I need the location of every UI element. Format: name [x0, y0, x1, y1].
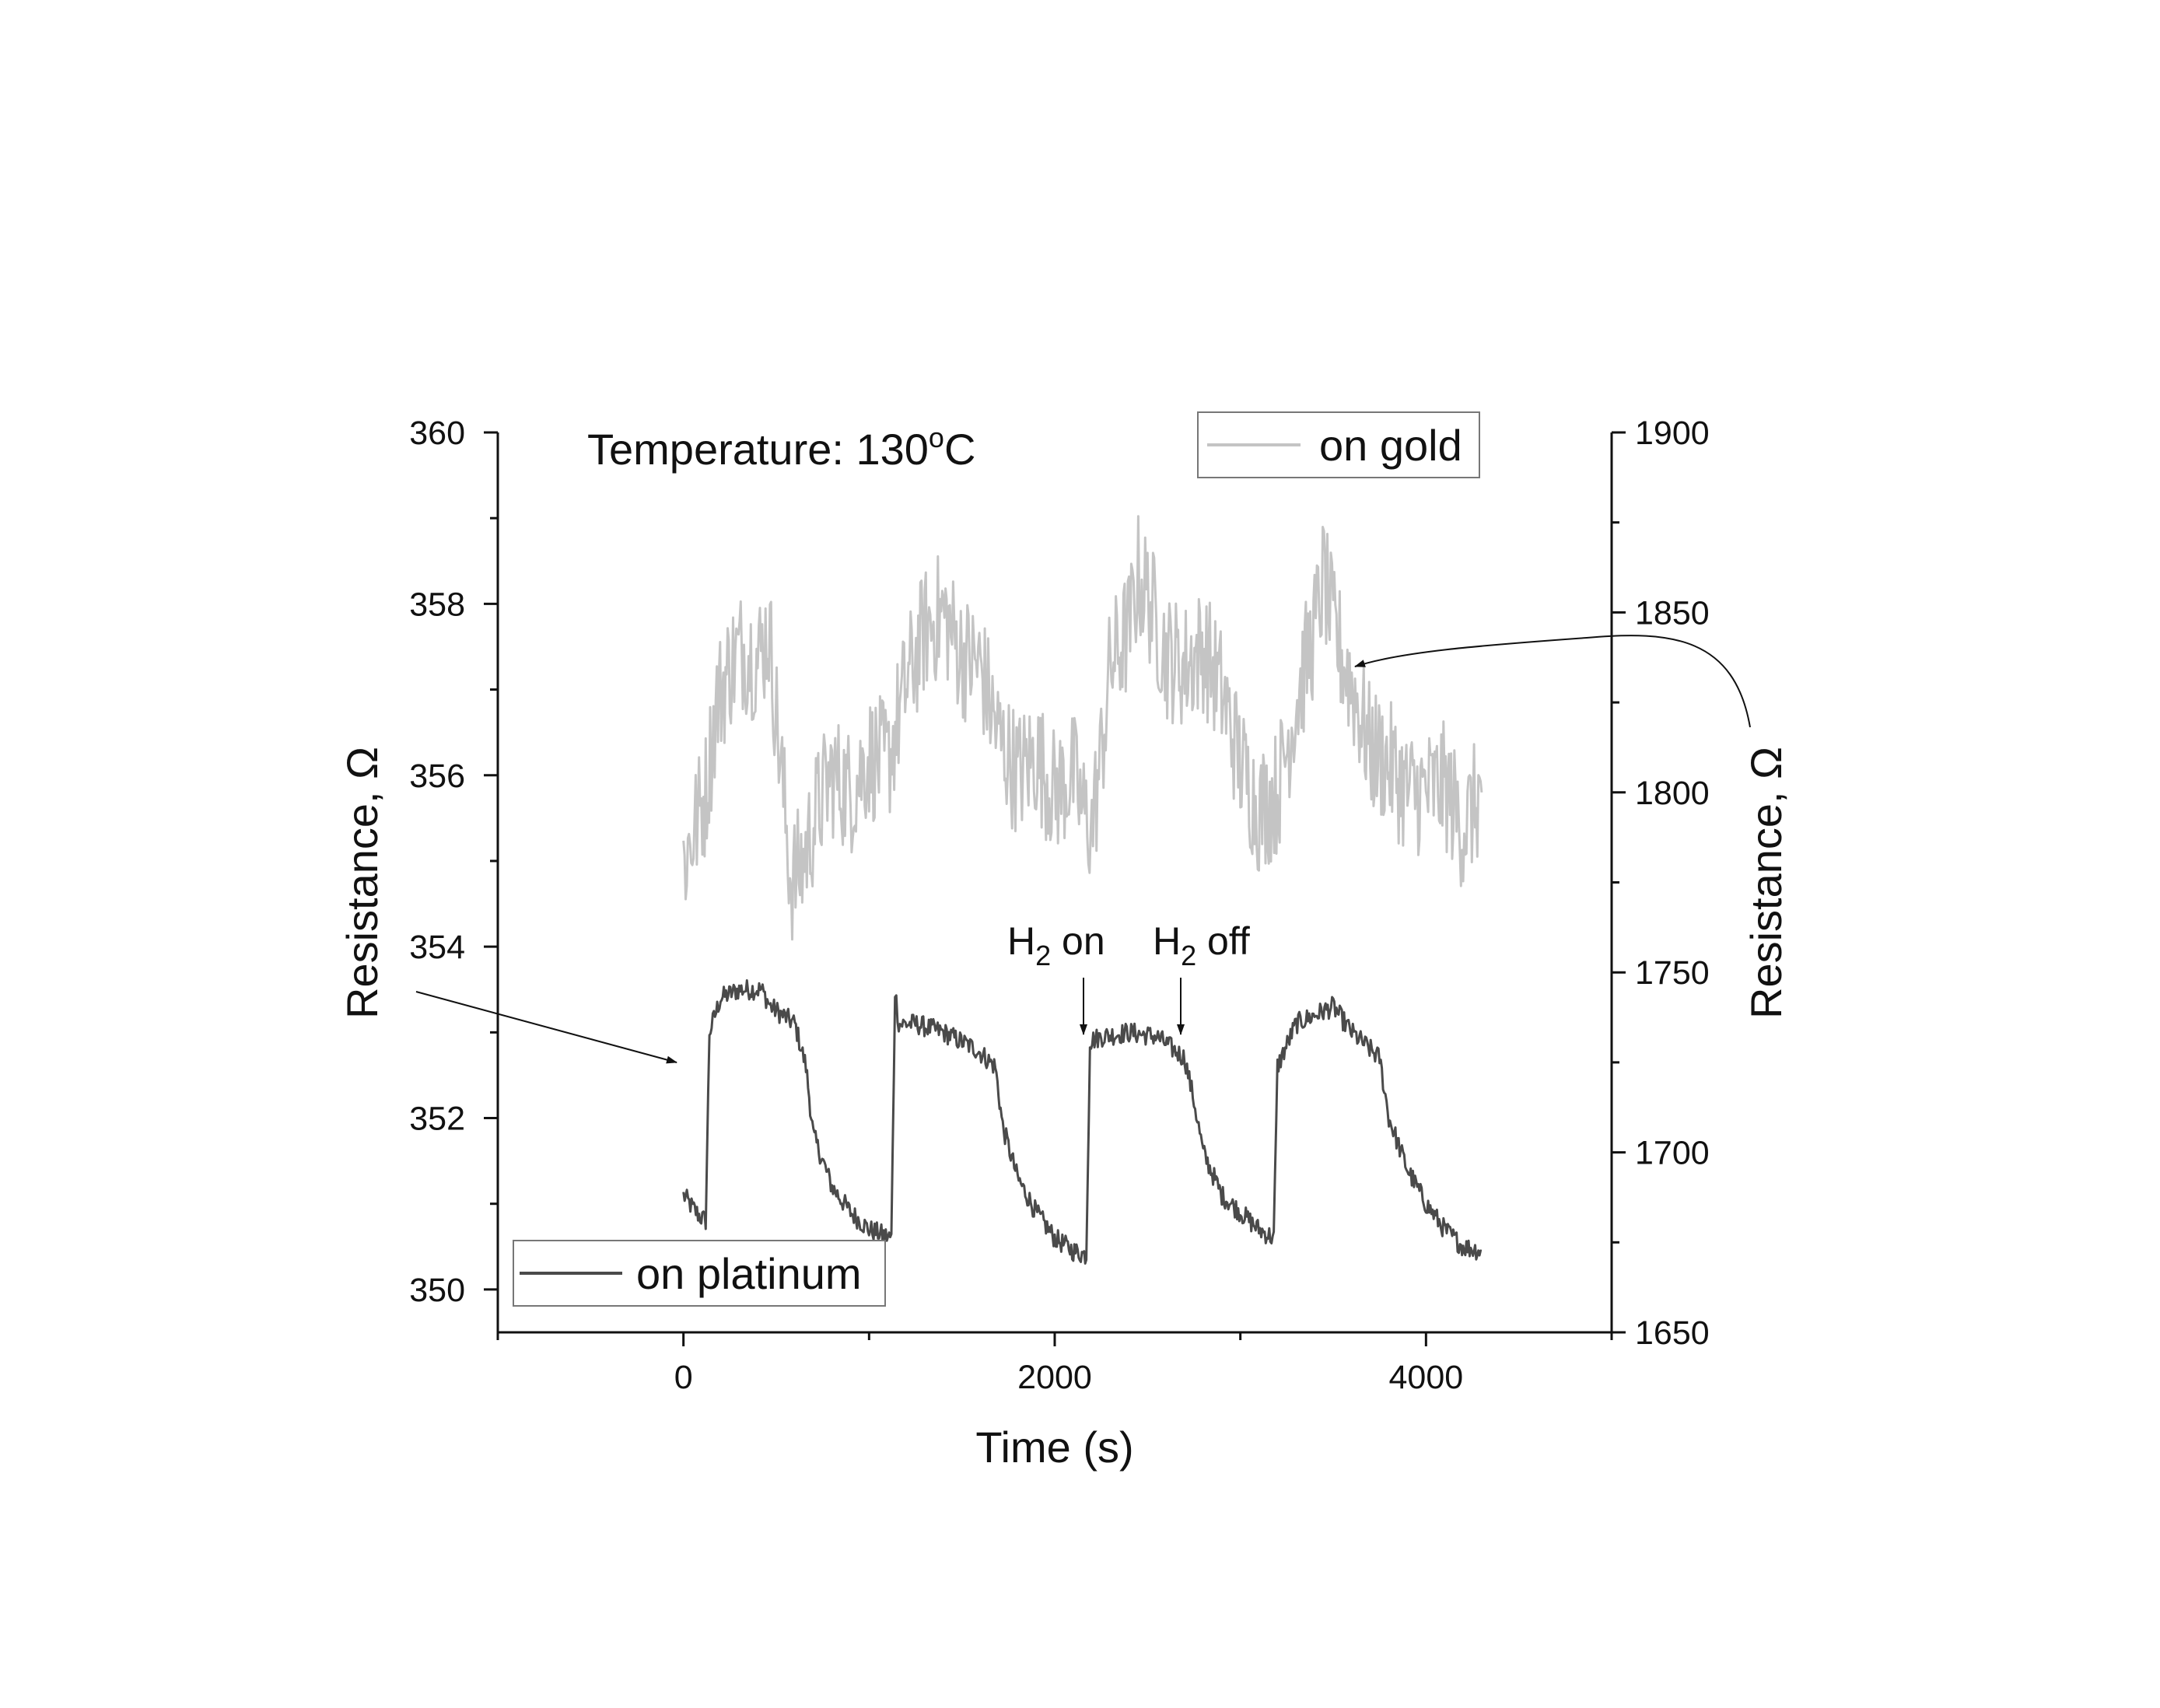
legend-gold-label: on gold [1319, 421, 1462, 470]
right-y-tick-label: 1800 [1635, 775, 1710, 812]
temperature-annotation-degree: o [929, 422, 944, 453]
left-y-tick-label: 350 [409, 1272, 465, 1309]
series-line-on-platinum [682, 979, 1483, 1265]
h2-off-label-sub: 2 [1181, 940, 1196, 971]
h2-on-label-rest: on [1051, 919, 1105, 963]
left-y-axis-title: Resistance, Ω [338, 747, 387, 1019]
left-y-tick-label: 358 [409, 586, 465, 623]
x-tick-label: 4000 [1388, 1359, 1463, 1396]
platinum-axis-arrow [415, 991, 677, 1064]
left-y-tick-label: 356 [409, 758, 465, 795]
legend-platinum-box [513, 1240, 886, 1307]
left-y-tick-label: 360 [409, 415, 465, 452]
h2-off-label: H2 off [1153, 919, 1250, 971]
series-line-on-gold [682, 515, 1483, 941]
gold-axis-arrow [1354, 635, 1751, 728]
temperature-annotation-unit: C [944, 425, 975, 474]
annotation-arrows [415, 635, 1751, 1064]
right-y-tick-label: 1850 [1635, 594, 1710, 632]
tick-labels: 0 2000 4000 350 352 354 356 358 360 1650 1700 1750 1… [409, 415, 1709, 1396]
right-y-tick-label: 1750 [1635, 954, 1710, 992]
series [682, 515, 1483, 1265]
left-y-tick-label: 352 [409, 1101, 465, 1138]
h2-off-label-main: H [1153, 919, 1181, 963]
temperature-annotation-main: Temperature: 130 [587, 425, 929, 474]
right-y-tick-label: 1700 [1635, 1135, 1710, 1172]
h2-on-label: H2 on [1007, 919, 1105, 971]
h2-on-label-sub: 2 [1035, 940, 1051, 971]
h2-off-label-rest: off [1196, 919, 1250, 963]
legend-platinum: on platinum [513, 1240, 886, 1307]
right-y-tick-label: 1900 [1635, 415, 1710, 452]
h2-on-label-main: H [1007, 919, 1035, 963]
tick-marks [484, 431, 1626, 1346]
right-y-axis-title: Resistance, Ω [1742, 747, 1791, 1019]
axes [496, 432, 1613, 1334]
x-tick-label: 0 [674, 1359, 693, 1396]
legend-gold: on gold [1197, 411, 1480, 478]
temperature-annotation: Temperature: 130oC [587, 422, 975, 474]
x-tick-label: 2000 [1017, 1359, 1092, 1396]
legend-platinum-label: on platinum [636, 1249, 862, 1298]
right-y-tick-label: 1650 [1635, 1314, 1710, 1352]
x-axis-title: Time (s) [975, 1423, 1133, 1472]
left-y-tick-label: 354 [409, 929, 465, 966]
